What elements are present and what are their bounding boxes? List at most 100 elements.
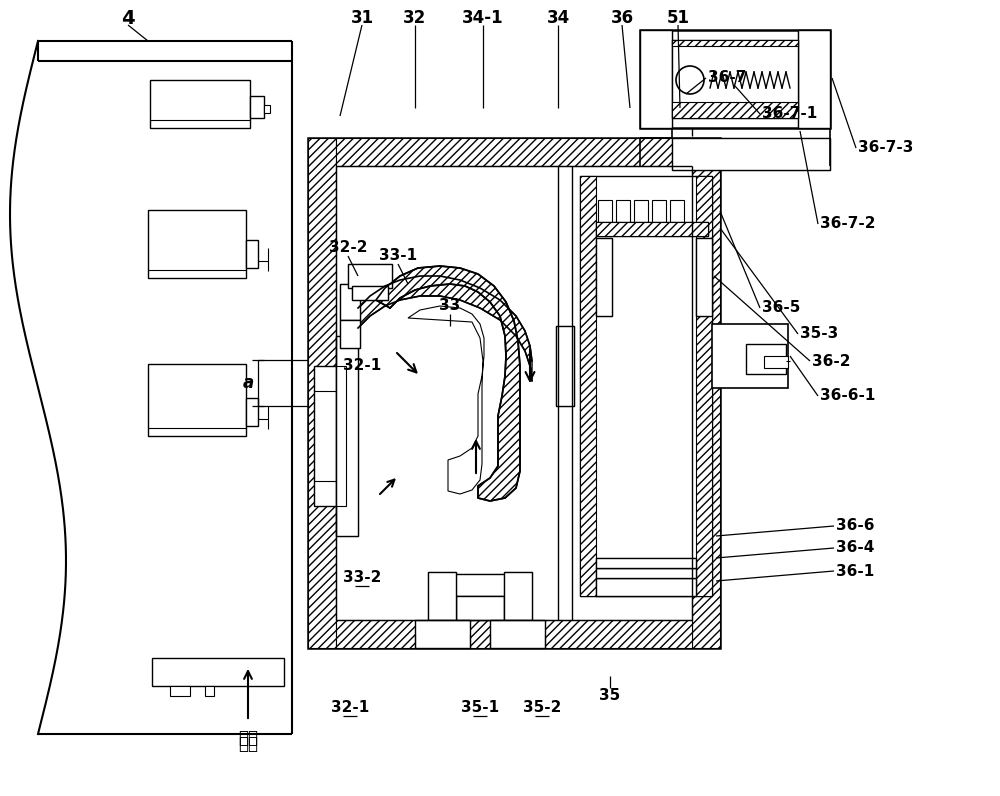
- Bar: [205, 686, 214, 696]
- Bar: [596, 222, 708, 236]
- Text: 32-1: 32-1: [331, 700, 369, 716]
- Bar: [580, 176, 596, 596]
- Bar: [246, 398, 258, 426]
- Bar: [798, 30, 830, 128]
- Bar: [712, 324, 788, 388]
- Bar: [596, 558, 696, 568]
- Polygon shape: [376, 266, 520, 501]
- Bar: [696, 238, 712, 316]
- Text: 36-6: 36-6: [836, 518, 874, 533]
- Bar: [148, 364, 246, 436]
- Circle shape: [676, 66, 704, 94]
- Bar: [556, 326, 574, 406]
- Text: 33: 33: [439, 298, 461, 314]
- Bar: [640, 30, 830, 128]
- Text: 36: 36: [610, 9, 634, 27]
- Text: 36-4: 36-4: [836, 540, 874, 556]
- Text: 34: 34: [546, 9, 570, 27]
- Bar: [596, 568, 696, 578]
- Bar: [580, 176, 712, 596]
- Bar: [596, 558, 696, 568]
- Bar: [456, 596, 504, 620]
- Bar: [490, 620, 545, 648]
- Bar: [148, 210, 246, 278]
- Bar: [340, 320, 360, 348]
- Text: 空气: 空气: [238, 729, 258, 747]
- Text: 32: 32: [403, 9, 427, 27]
- Text: 51: 51: [666, 9, 690, 27]
- Text: 31: 31: [350, 9, 374, 27]
- Bar: [596, 238, 612, 316]
- Bar: [336, 336, 358, 536]
- Bar: [352, 286, 388, 300]
- Bar: [264, 105, 270, 113]
- Bar: [596, 578, 696, 596]
- Bar: [596, 568, 696, 578]
- Bar: [352, 286, 388, 300]
- Bar: [634, 200, 648, 224]
- Bar: [504, 572, 532, 620]
- Bar: [672, 40, 798, 46]
- Bar: [340, 284, 360, 320]
- Bar: [652, 200, 666, 224]
- Bar: [336, 336, 358, 536]
- Bar: [314, 366, 336, 506]
- Text: 36-7-1: 36-7-1: [762, 107, 817, 122]
- Text: 4: 4: [121, 9, 135, 28]
- Bar: [308, 138, 336, 648]
- Bar: [672, 102, 798, 118]
- Bar: [456, 596, 504, 620]
- Bar: [440, 574, 520, 596]
- Bar: [150, 80, 250, 128]
- Bar: [616, 200, 630, 224]
- Text: 36-7-3: 36-7-3: [858, 141, 913, 155]
- Bar: [250, 96, 264, 118]
- Bar: [764, 356, 788, 368]
- Bar: [640, 30, 672, 128]
- Bar: [596, 238, 612, 316]
- Bar: [336, 620, 692, 648]
- Bar: [596, 578, 696, 596]
- Text: 35: 35: [599, 689, 621, 704]
- Bar: [672, 40, 798, 118]
- Bar: [428, 572, 456, 620]
- Bar: [746, 344, 786, 374]
- Bar: [170, 686, 190, 696]
- Bar: [348, 264, 392, 288]
- Bar: [336, 366, 346, 506]
- Bar: [308, 138, 720, 648]
- Text: 35-2: 35-2: [523, 700, 561, 716]
- Bar: [246, 240, 258, 268]
- Bar: [336, 138, 692, 166]
- Text: 36-1: 36-1: [836, 564, 874, 579]
- Text: 36-7: 36-7: [708, 71, 746, 85]
- Text: 36-2: 36-2: [812, 353, 850, 369]
- Polygon shape: [358, 276, 532, 381]
- Bar: [640, 30, 672, 128]
- Text: 32-2: 32-2: [329, 240, 367, 256]
- Bar: [672, 138, 830, 170]
- Bar: [428, 572, 456, 620]
- Bar: [596, 222, 708, 236]
- Text: 32-1: 32-1: [343, 358, 381, 373]
- Bar: [415, 620, 470, 648]
- Bar: [798, 30, 830, 128]
- Bar: [692, 138, 720, 648]
- Bar: [340, 284, 360, 320]
- Text: 35-1: 35-1: [461, 700, 499, 716]
- Text: a: a: [242, 374, 254, 392]
- Text: 35-3: 35-3: [800, 326, 838, 341]
- Text: 33-2: 33-2: [343, 571, 381, 586]
- Text: 33-1: 33-1: [379, 248, 417, 263]
- Bar: [672, 138, 830, 170]
- Text: 36-7-2: 36-7-2: [820, 217, 876, 232]
- Bar: [504, 572, 532, 620]
- Bar: [670, 200, 684, 224]
- Bar: [440, 574, 520, 596]
- Bar: [340, 320, 360, 348]
- Bar: [152, 658, 284, 686]
- Polygon shape: [408, 306, 484, 494]
- Text: 空气: 空气: [238, 735, 258, 753]
- Text: 34-1: 34-1: [462, 9, 504, 27]
- Bar: [556, 326, 574, 406]
